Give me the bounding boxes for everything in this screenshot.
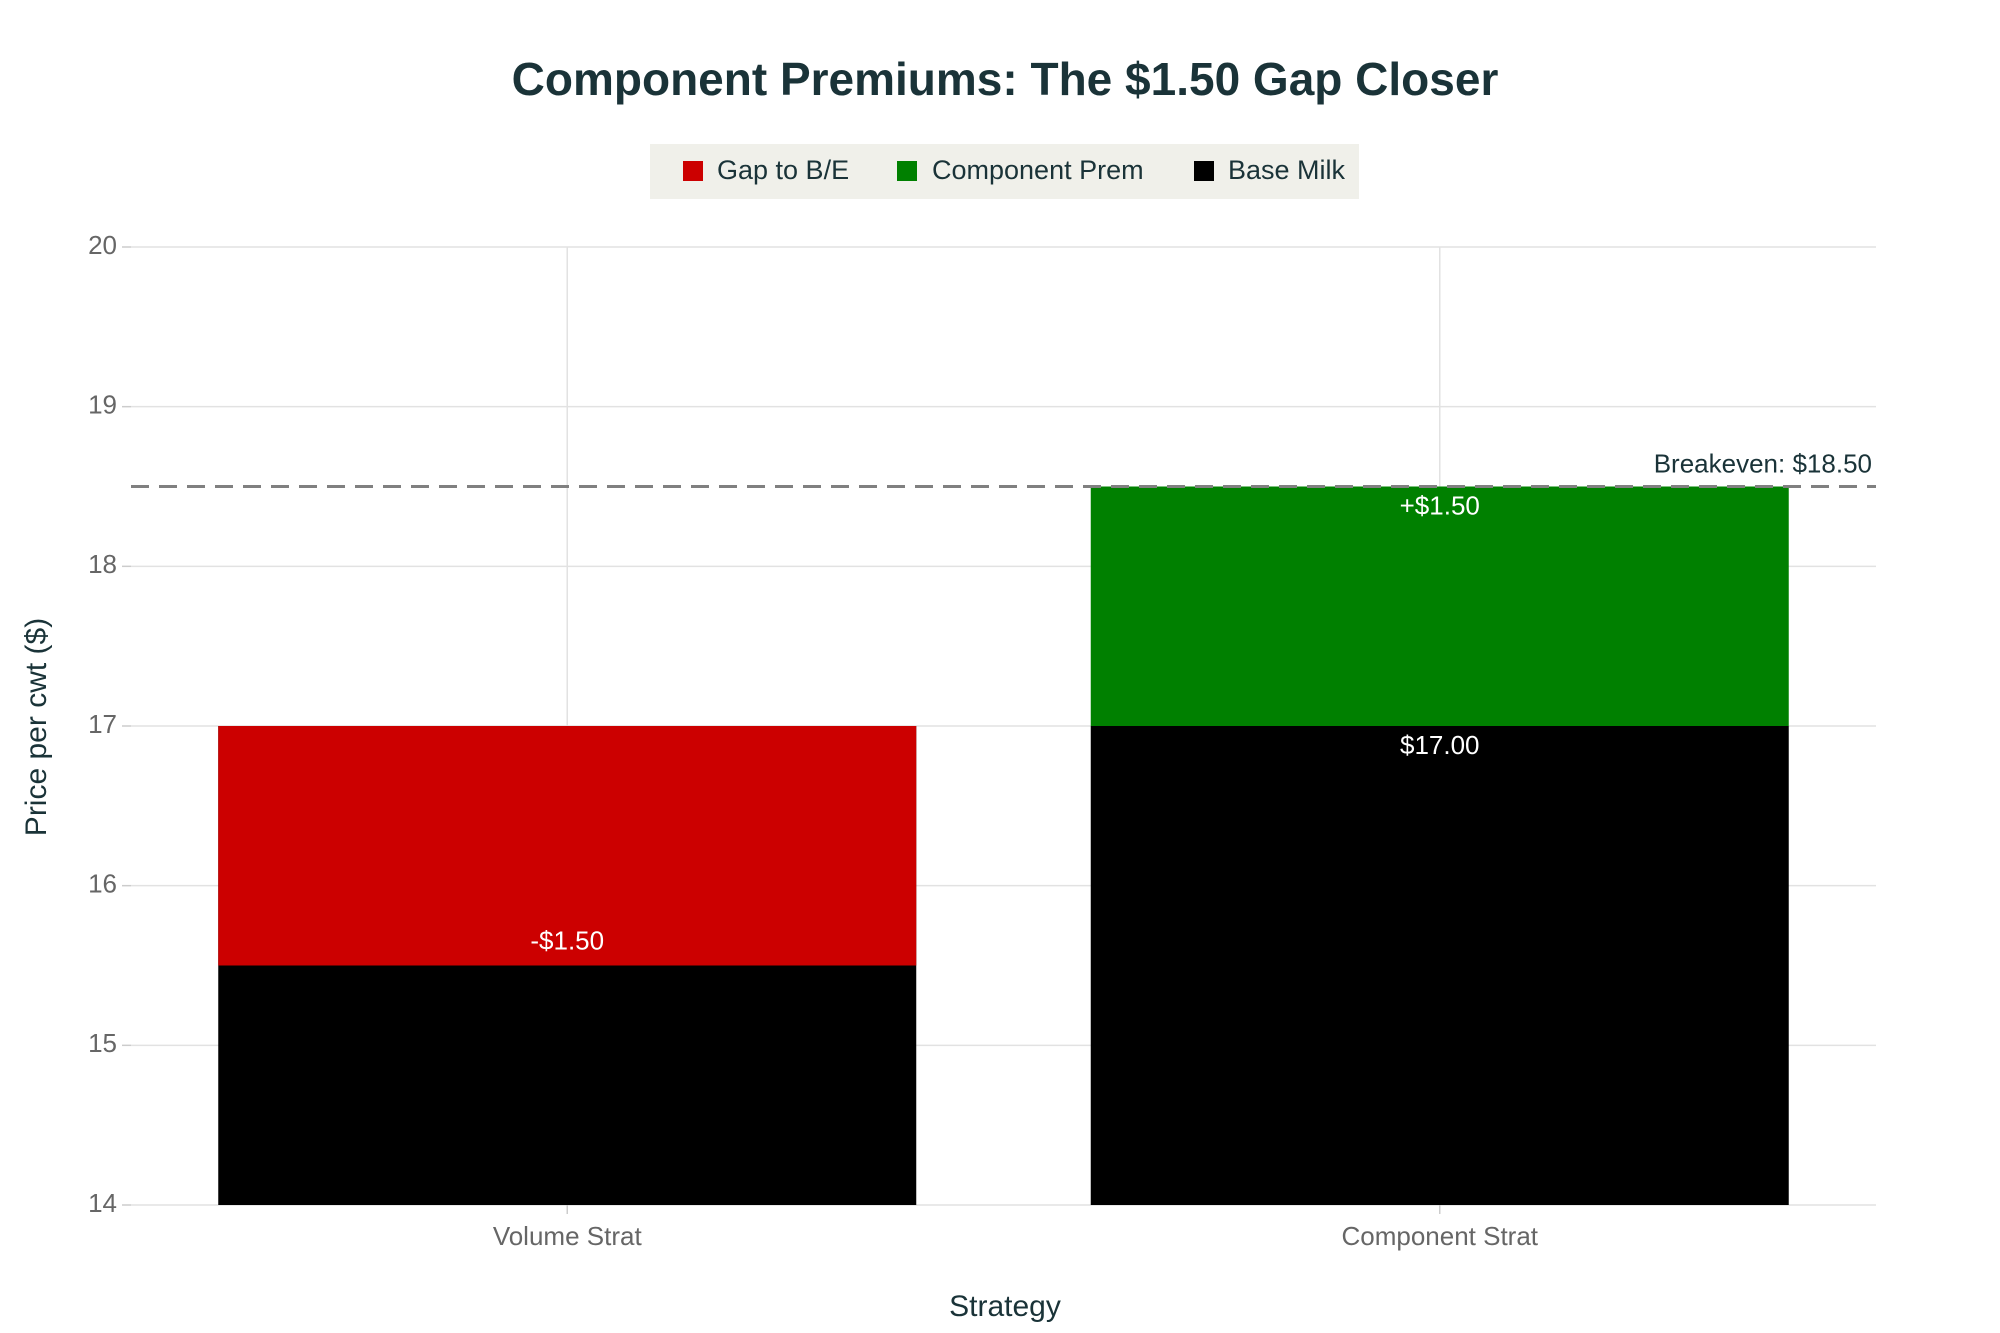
reference-label: Breakeven: $18.50	[1654, 448, 1872, 478]
y-tick-label: 16	[88, 869, 117, 899]
y-tick-label: 15	[88, 1028, 117, 1058]
legend-box	[650, 144, 1359, 199]
y-axis-title: Price per cwt ($)	[20, 618, 53, 836]
x-tick-label: Volume Strat	[493, 1221, 643, 1251]
y-tick-label: 17	[88, 709, 117, 739]
legend-swatch	[1194, 161, 1214, 181]
x-tick-label: Component Strat	[1341, 1221, 1538, 1251]
legend-swatch	[897, 161, 917, 181]
legend-label: Component Prem	[932, 155, 1144, 185]
data-label: $17.00	[1400, 730, 1480, 760]
legend-swatch	[683, 161, 703, 181]
legend-label: Gap to B/E	[717, 155, 849, 185]
x-axis-title: Strategy	[949, 1290, 1061, 1323]
bar-segment	[218, 726, 917, 966]
data-label: +$1.50	[1400, 490, 1480, 520]
chart-title: Component Premiums: The $1.50 Gap Closer	[512, 53, 1499, 105]
bar-segment	[1090, 486, 1789, 726]
y-tick-label: 18	[88, 549, 117, 579]
bar-segment	[1090, 726, 1789, 1205]
legend-label: Base Milk	[1228, 155, 1346, 185]
data-label: -$1.50	[530, 925, 604, 955]
y-tick-label: 14	[88, 1188, 117, 1218]
y-tick-label: 19	[88, 390, 117, 420]
y-tick-label: 20	[88, 230, 117, 260]
